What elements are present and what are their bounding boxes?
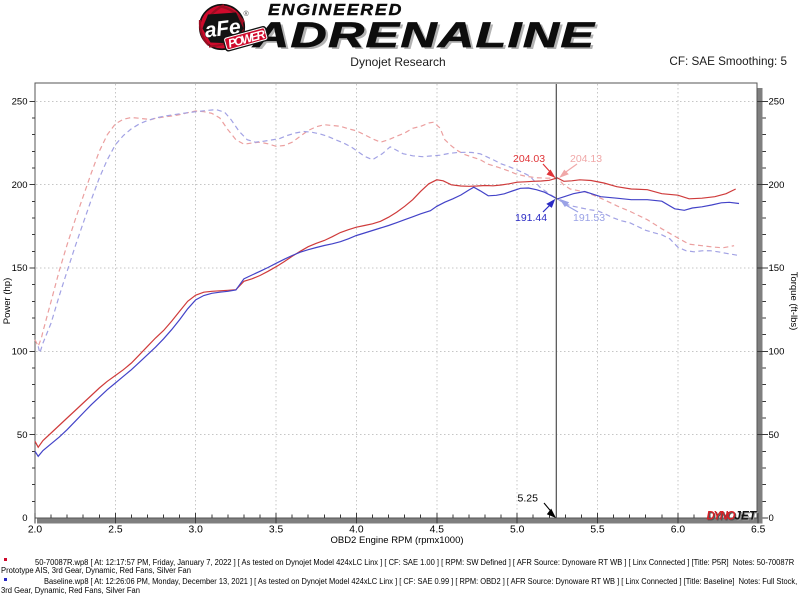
svg-text:191.53: 191.53 (573, 212, 605, 224)
svg-text:250: 250 (769, 97, 785, 108)
svg-text:6.0: 6.0 (671, 525, 686, 536)
svg-text:Power (hp): Power (hp) (2, 278, 13, 324)
svg-text:4.0: 4.0 (349, 525, 364, 536)
svg-text:3.0: 3.0 (189, 525, 204, 536)
svg-text:250: 250 (12, 97, 28, 108)
svg-text:200: 200 (12, 180, 28, 191)
svg-text:100: 100 (769, 347, 785, 358)
svg-text:5.5: 5.5 (590, 525, 605, 536)
svg-text:200: 200 (769, 180, 785, 191)
svg-text:204.03: 204.03 (513, 153, 545, 165)
svg-text:191.44: 191.44 (515, 212, 547, 224)
svg-text:Torque (ft-lbs): Torque (ft-lbs) (788, 272, 799, 331)
svg-text:150: 150 (769, 263, 785, 274)
svg-text:0: 0 (22, 513, 27, 524)
svg-text:6.5: 6.5 (751, 525, 766, 536)
svg-text:JET: JET (735, 511, 757, 523)
svg-text:100: 100 (12, 347, 28, 358)
svg-text:50: 50 (769, 430, 780, 441)
svg-text:DYNO: DYNO (707, 511, 736, 523)
svg-text:JET: JET (736, 511, 758, 523)
svg-text:DYNO: DYNO (708, 511, 737, 523)
svg-text:5.25: 5.25 (518, 493, 539, 505)
svg-text:204.13: 204.13 (570, 153, 602, 165)
svg-text:5.0: 5.0 (510, 525, 525, 536)
svg-text:50: 50 (17, 430, 28, 441)
svg-text:3.5: 3.5 (269, 525, 284, 536)
svg-text:0: 0 (769, 513, 774, 524)
svg-text:2.5: 2.5 (108, 525, 123, 536)
svg-text:OBD2 Engine RPM (rpmx1000): OBD2 Engine RPM (rpmx1000) (330, 535, 463, 546)
svg-text:2.0: 2.0 (28, 525, 43, 536)
svg-text:150: 150 (12, 263, 28, 274)
svg-text:4.5: 4.5 (430, 525, 445, 536)
svg-text:®: ® (244, 10, 250, 18)
